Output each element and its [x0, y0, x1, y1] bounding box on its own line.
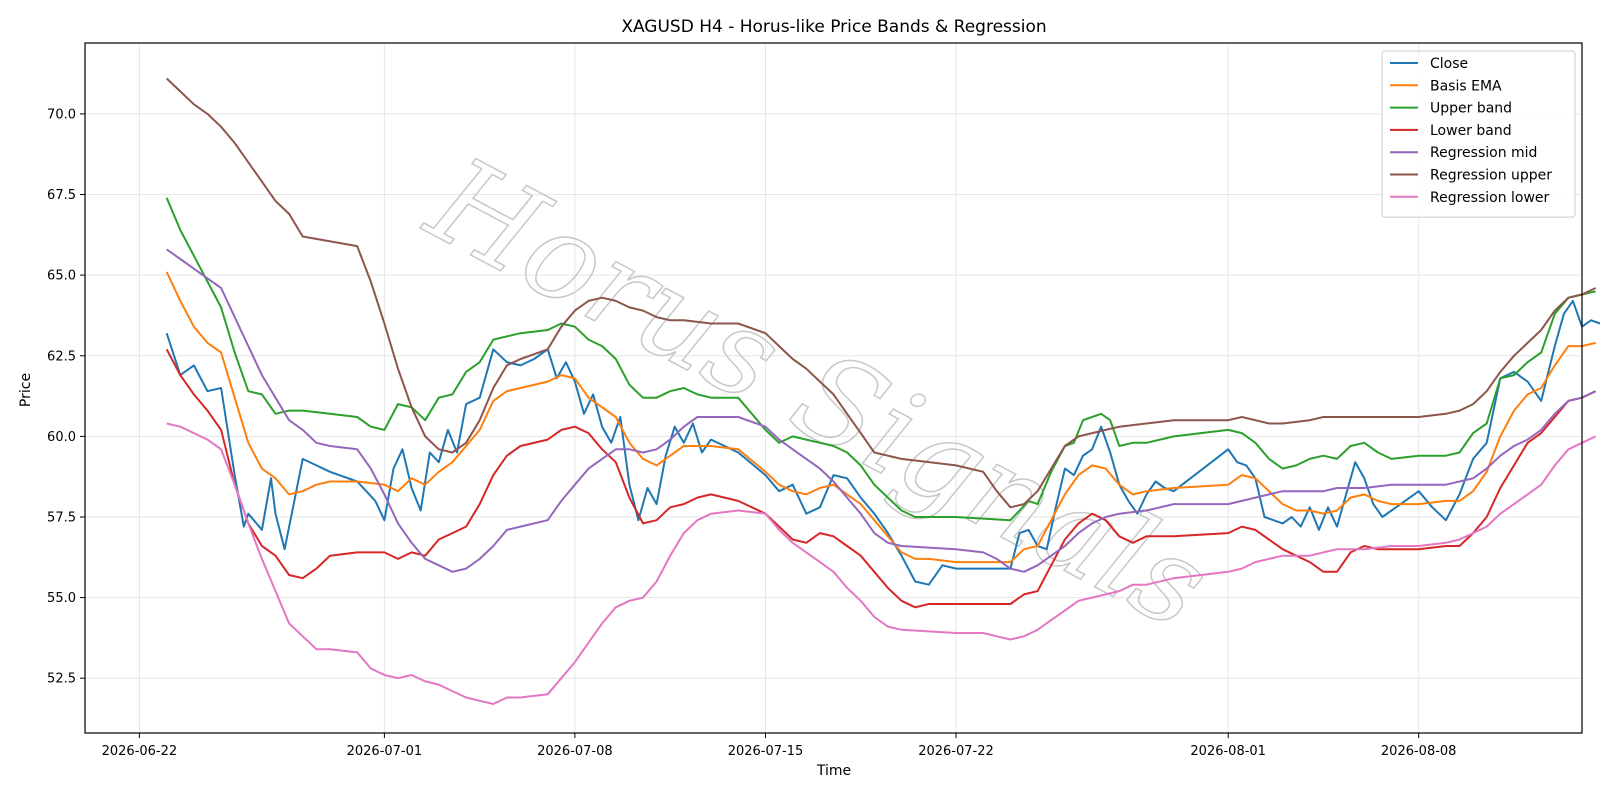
y-tick-label: 67.5 — [47, 188, 76, 203]
watermark-text: Horus Signals — [406, 131, 1230, 657]
legend-label-close: Close — [1430, 56, 1468, 72]
series-line-lower-band — [165, 348, 1597, 609]
x-axis: 2026-06-22 2026-07-01 2026-07-08 2026-07-15… — [102, 733, 1457, 759]
x-tick-label: 2026-08-01 — [1190, 744, 1266, 759]
x-tick-label: 2026-07-15 — [728, 744, 804, 759]
y-tick-label: 55.0 — [47, 591, 76, 606]
series-line-regression-lower — [166, 422, 1597, 705]
y-tick-label: 62.5 — [47, 349, 76, 364]
legend-label-basis-ema: Basis EMA — [1430, 78, 1502, 94]
legend-box — [1381, 50, 1576, 218]
watermark: Horus Signals — [405, 130, 1231, 658]
x-axis-title: Time — [816, 763, 851, 779]
y-tick-label: 60.0 — [47, 430, 76, 445]
x-tick-label: 2026-07-01 — [347, 744, 423, 759]
y-tick-label: 57.5 — [47, 511, 76, 526]
series-line-basis-ema — [165, 271, 1596, 564]
x-tick-label: 2026-08-08 — [1381, 744, 1457, 759]
series-line-upper-band — [165, 197, 1596, 522]
plot-area-frame — [84, 42, 1583, 734]
legend-label-lower-band: Lower band — [1430, 123, 1512, 139]
y-axis-title: Price — [18, 373, 34, 407]
legend-label-upper-band: Upper band — [1430, 101, 1512, 117]
x-tick-label: 2026-07-22 — [918, 744, 994, 759]
series-layer — [165, 77, 1600, 705]
y-axis: 52.5 55.0 57.5 60.0 62.5 65.0 67.5 70.0 — [47, 107, 85, 687]
legend: Close Basis EMA Upper band Lower band Regres… — [1381, 50, 1576, 218]
x-tick-label: 2026-07-08 — [537, 744, 613, 759]
legend-label-regression-mid: Regression mid — [1430, 145, 1537, 161]
x-tick-label: 2026-06-22 — [102, 744, 178, 759]
y-tick-label: 70.0 — [47, 107, 76, 122]
series-line-regression-upper — [166, 77, 1597, 509]
y-tick-label: 65.0 — [47, 269, 76, 284]
legend-label-regression-upper: Regression upper — [1430, 168, 1552, 184]
series-line-close — [165, 299, 1600, 586]
legend-label-regression-lower: Regression lower — [1430, 190, 1550, 206]
series-line-regression-mid — [166, 248, 1597, 573]
y-tick-label: 52.5 — [47, 672, 76, 687]
chart-title: XAGUSD H4 - Horus-like Price Bands & Reg… — [621, 17, 1046, 37]
